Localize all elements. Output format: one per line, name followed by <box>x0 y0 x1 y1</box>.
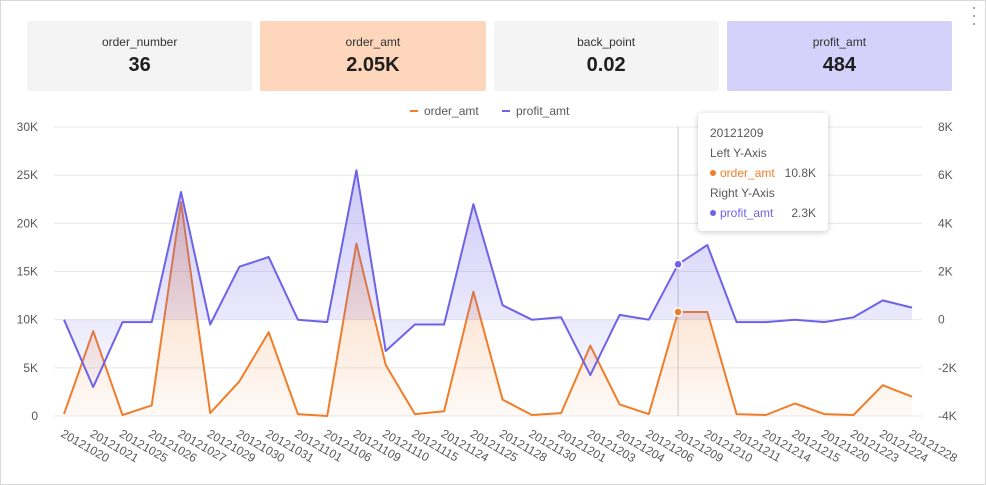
kpi-value: 36 <box>128 54 151 76</box>
kpi-row: order_number 36 order_amt 2.05K back_poi… <box>27 21 952 91</box>
kpi-label: back_point <box>577 35 636 49</box>
tooltip-series-name: profit_amt <box>720 206 774 220</box>
profit-amt-line <box>63 169 913 389</box>
kpi-value: 0.02 <box>586 54 626 76</box>
kpi-label: order_amt <box>345 35 401 49</box>
kpi-value: 484 <box>822 54 857 76</box>
kpi-card-profit-amt: profit_amt 484 <box>726 21 952 91</box>
y-left-tick-label: 30K <box>17 120 38 134</box>
tooltip-series-value: 2.3K <box>791 206 816 220</box>
profit-amt-area <box>64 170 912 388</box>
order-amt-dot-icon <box>710 169 716 176</box>
kpi-card-order-number: order_number 36 <box>27 21 253 91</box>
more-options-icon[interactable] <box>969 7 979 25</box>
tooltip-profit-amt-row: profit_amt 2.3K <box>710 203 816 223</box>
y-left-tick-label: 15K <box>17 265 38 279</box>
y-right-tick-label: 2K <box>938 265 953 279</box>
y-left-tick-label: 25K <box>17 168 38 182</box>
y-left-tick-label: 10K <box>17 313 38 327</box>
chart-tooltip: 20121209 Left Y-Axis order_amt 10.8K Rig… <box>698 113 828 231</box>
y-right-tick-label: -4K <box>938 409 957 423</box>
order-amt-line <box>63 201 913 417</box>
y-left-tick-label: 5K <box>23 361 38 375</box>
profit-amt-legend-label: profit_amt <box>516 104 570 118</box>
order-amt-area <box>64 202 912 416</box>
tooltip-left-axis-label: Left Y-Axis <box>710 146 767 160</box>
y-right-tick-label: 4K <box>938 216 953 230</box>
order-amt-highlight-point <box>673 307 683 317</box>
tooltip-series-value: 10.8K <box>784 166 816 180</box>
kpi-label: order_number <box>101 35 178 49</box>
y-right-tick-label: 0 <box>938 313 945 327</box>
tooltip-series-name: order_amt <box>720 166 775 180</box>
y-right-tick-label: 6K <box>938 168 953 182</box>
y-right-tick-label: -2K <box>938 361 957 375</box>
kpi-card-order-amt: order_amt 2.05K <box>260 21 486 91</box>
y-left-tick-label: 20K <box>17 216 38 230</box>
profit-amt-dot-icon <box>710 209 716 216</box>
y-right-tick-label: 8K <box>938 120 953 134</box>
order-amt-legend-label: order_amt <box>424 104 479 118</box>
y-left-tick-label: 0 <box>31 409 38 423</box>
kpi-value: 2.05K <box>346 54 400 76</box>
kpi-label: profit_amt <box>812 35 867 49</box>
profit-amt-highlight-point <box>673 259 683 270</box>
kpi-card-back-point: back_point 0.02 <box>493 21 719 91</box>
tooltip-order-amt-row: order_amt 10.8K <box>710 163 816 183</box>
tooltip-right-axis-label: Right Y-Axis <box>710 186 775 200</box>
tooltip-title: 20121209 <box>710 126 764 140</box>
